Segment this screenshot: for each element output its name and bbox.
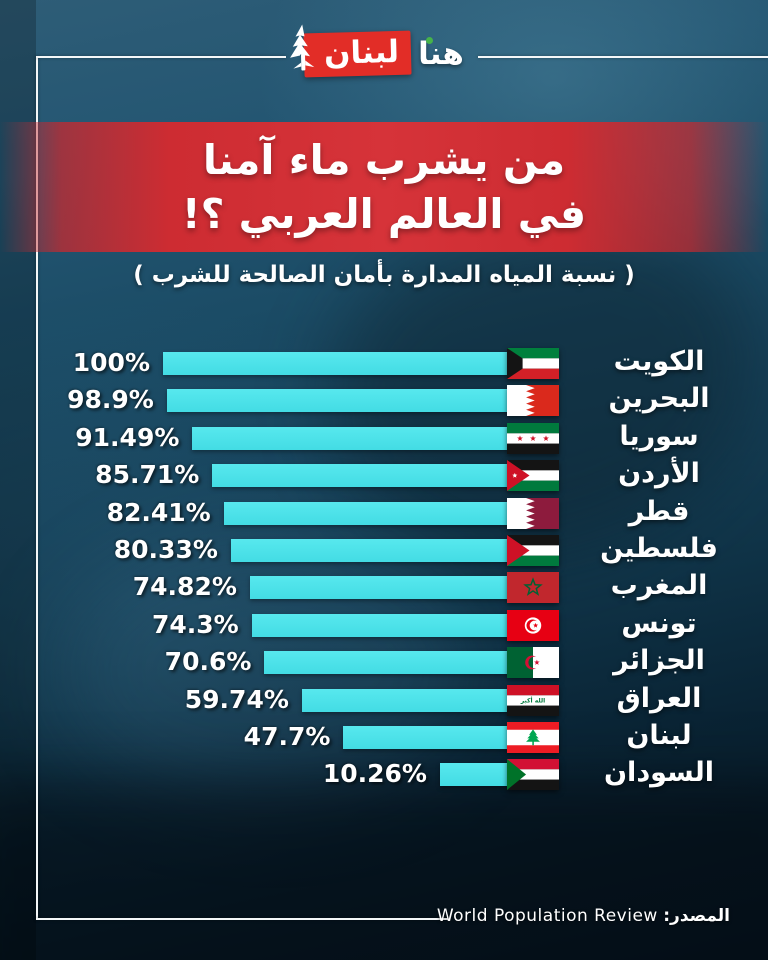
logo-word-right: هنا <box>418 36 464 72</box>
title-line-1: من يشرب ماء آمنا <box>202 136 566 184</box>
morocco-flag-icon <box>507 572 559 604</box>
palestine-flag-icon <box>507 535 559 566</box>
country-label: الكويت <box>613 346 705 377</box>
chart-row: 70.6% الجزائر <box>0 644 768 681</box>
value-label: 74.82% <box>132 572 237 602</box>
logo-red-box: لبنان <box>290 24 412 78</box>
qatar-flag-icon <box>507 497 559 529</box>
country-label: تونس <box>621 607 697 639</box>
title-band: من يشرب ماء آمنا في العالم العربي ؟! <box>0 122 768 252</box>
iraq-flag-icon: الله أكبر <box>507 684 559 716</box>
svg-text:الله أكبر: الله أكبر <box>520 696 545 704</box>
chart-row: 59.74% الله أكبر العراق <box>0 682 768 719</box>
country-label: لبنان <box>626 720 692 751</box>
value-label: 85.71% <box>95 460 200 490</box>
frame-line-top-left <box>36 56 286 58</box>
country-label: المغرب <box>610 570 708 602</box>
frame-line-bottom <box>36 918 448 920</box>
chart-row: 85.71% الأردن <box>0 457 768 494</box>
value-bar <box>163 352 508 375</box>
source-value: World Population Review <box>436 906 658 926</box>
source-credit: المصدر: World Population Review <box>437 906 730 926</box>
value-label: 91.49% <box>75 422 180 452</box>
value-label: 80.33% <box>113 535 218 564</box>
value-label: 100% <box>72 348 150 377</box>
cedar-icon <box>287 24 318 81</box>
value-bar <box>212 464 508 488</box>
sudan-flag-icon <box>507 759 559 791</box>
chart-row: 80.33% فلسطين <box>0 532 768 569</box>
country-label: السودان <box>604 757 714 789</box>
syria-flag-icon <box>507 422 559 454</box>
value-bar <box>301 688 508 712</box>
frame-line-left <box>36 56 38 920</box>
logo-green-dot <box>426 37 434 44</box>
chart-row: 98.9% البحرين <box>0 382 768 419</box>
tunisia-flag-icon <box>507 609 559 641</box>
chart-row: 82.41% قطر <box>0 495 768 532</box>
country-label: سوريا <box>619 420 699 452</box>
chart-subtitle: ( نسبة المياه المدارة بأمان الصالحة للشر… <box>133 262 635 288</box>
algeria-flag-icon <box>507 647 559 679</box>
country-label: قطر <box>628 495 690 527</box>
value-label: 10.26% <box>322 759 427 789</box>
chart-row: 100% الكويت <box>0 345 768 382</box>
bahrain-flag-icon <box>507 385 559 417</box>
value-bar <box>343 726 508 749</box>
kuwait-flag-icon <box>507 348 559 379</box>
source-label: المصدر: <box>663 906 730 926</box>
value-bar <box>230 539 508 562</box>
title-line-2: في العالم العربي ؟! <box>181 190 587 238</box>
brand-logo: لبنان هنا <box>0 24 768 78</box>
chart-row: 74.82% المغرب <box>0 569 768 606</box>
chart-row: 74.3% تونس <box>0 607 768 644</box>
value-bar <box>166 389 508 413</box>
value-label: 59.74% <box>184 684 289 714</box>
country-label: فلسطين <box>600 533 718 564</box>
value-bar <box>223 501 508 525</box>
value-bar <box>192 426 508 450</box>
value-label: 82.41% <box>106 497 211 527</box>
value-bar <box>249 576 508 600</box>
jordan-flag-icon <box>507 460 559 492</box>
lebanon-flag-icon <box>507 722 559 753</box>
chart-row: 91.49% سوريا <box>0 420 768 457</box>
chart-row: 47.7% لبنان <box>0 719 768 756</box>
value-label: 47.7% <box>243 722 331 751</box>
country-label: البحرين <box>608 383 710 415</box>
frame-line-top-right <box>478 56 768 58</box>
value-bar <box>264 651 508 675</box>
country-label: الجزائر <box>613 645 705 677</box>
value-bar <box>251 613 508 637</box>
chart-row: 10.26% السودان <box>0 756 768 793</box>
value-label: 70.6% <box>164 647 252 677</box>
value-label: 98.9% <box>67 385 154 415</box>
country-label: الأردن <box>618 458 700 490</box>
value-bar <box>440 763 508 787</box>
country-label: العراق <box>616 682 702 714</box>
value-label: 74.3% <box>151 609 239 639</box>
